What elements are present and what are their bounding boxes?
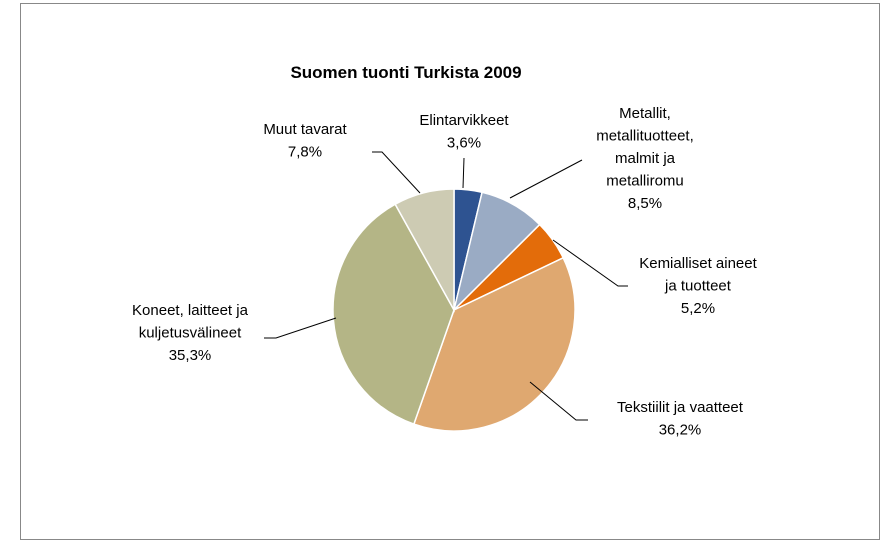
label-line: metalliromu bbox=[606, 173, 684, 190]
leader-line bbox=[552, 239, 628, 287]
label-line: kuljetusvälineet bbox=[139, 325, 242, 342]
chart-title: Suomen tuonti Turkista 2009 bbox=[290, 63, 521, 82]
label-line: Kemialliset aineet bbox=[639, 255, 757, 272]
pie-slice bbox=[394, 188, 455, 313]
value-label: 35,3% bbox=[169, 347, 212, 364]
label-line: Metallit, bbox=[619, 105, 671, 122]
value-label: 8,5% bbox=[628, 195, 662, 212]
label-line: metallituotteet, bbox=[596, 128, 694, 145]
value-label: 5,2% bbox=[681, 300, 715, 317]
pie-slice bbox=[332, 203, 455, 426]
label-line: ja tuotteet bbox=[664, 278, 732, 295]
data-label: Kemialliset aineet ja tuotteet 5,2% bbox=[639, 255, 757, 317]
leader-line bbox=[509, 159, 583, 199]
leader-line bbox=[264, 317, 337, 339]
leader-line bbox=[462, 157, 465, 189]
label-line: Elintarvikkeet bbox=[419, 112, 509, 129]
data-label: Muut tavarat 7,8% bbox=[263, 121, 347, 161]
label-line: malmit ja bbox=[615, 150, 676, 167]
value-label: 3,6% bbox=[447, 135, 481, 152]
label-line: Tekstiilit ja vaatteet bbox=[617, 399, 744, 416]
data-label: Elintarvikkeet 3,6% bbox=[419, 112, 509, 152]
category-label: Tekstiilit ja vaatteet bbox=[617, 399, 744, 416]
data-label: Koneet, laitteet ja kuljetusvälineet 35,3% bbox=[132, 302, 249, 364]
value-label: 7,8% bbox=[288, 144, 322, 161]
value-label: 36,2% bbox=[659, 422, 702, 439]
leader-line bbox=[529, 381, 588, 421]
category-label: Muut tavarat bbox=[263, 121, 347, 138]
category-label: Elintarvikkeet bbox=[419, 112, 509, 129]
leader-line bbox=[372, 151, 421, 194]
category-label: Koneet, laitteet ja kuljetusvälineet bbox=[132, 302, 249, 342]
category-label: Kemialliset aineet ja tuotteet bbox=[639, 255, 757, 295]
category-label: Metallit, metallituotteet, malmit ja metall… bbox=[596, 105, 694, 190]
label-line: Koneet, laitteet ja bbox=[132, 302, 249, 319]
data-label: Tekstiilit ja vaatteet 36,2% bbox=[617, 399, 744, 439]
pie-slice bbox=[412, 256, 576, 432]
data-label: Metallit, metallituotteet, malmit ja metall… bbox=[596, 105, 694, 212]
label-line: Muut tavarat bbox=[263, 121, 347, 138]
